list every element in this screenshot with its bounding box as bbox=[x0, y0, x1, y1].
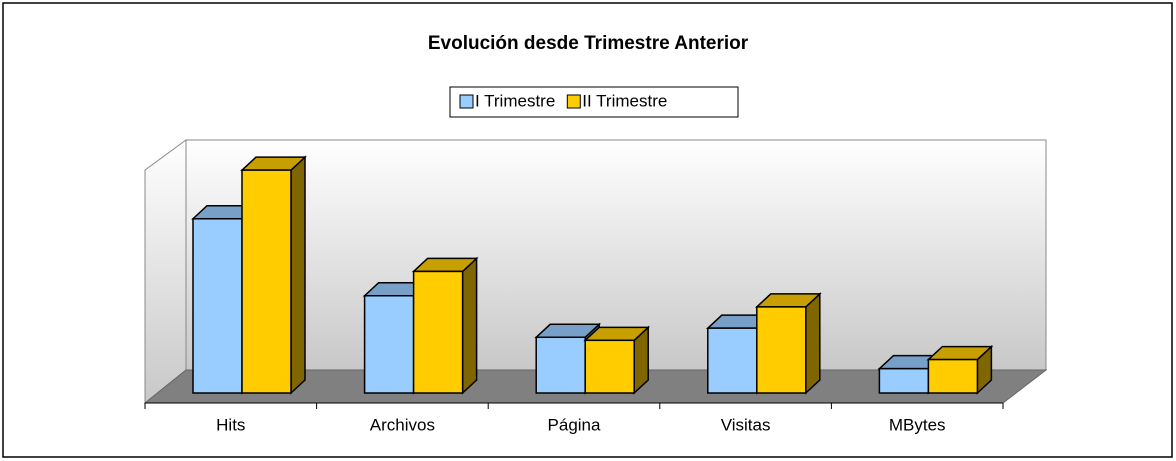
chart-title: Evolución desde Trimestre Anterior bbox=[428, 33, 749, 54]
x-tick-label: MBytes bbox=[889, 415, 946, 434]
bar-front bbox=[878, 367, 930, 394]
bar-front bbox=[192, 218, 243, 394]
bar bbox=[411, 256, 479, 395]
bar-front bbox=[707, 327, 758, 394]
bar-side bbox=[290, 155, 306, 395]
bar-front bbox=[363, 294, 415, 394]
bar-front bbox=[927, 358, 979, 394]
x-tick-label: Archivos bbox=[370, 415, 435, 434]
bar-front bbox=[584, 339, 635, 394]
bar-front bbox=[412, 270, 464, 394]
x-tick-label: Visitas bbox=[721, 415, 771, 434]
legend-swatch bbox=[566, 94, 581, 109]
bar bbox=[754, 292, 822, 395]
legend bbox=[449, 86, 739, 118]
bar-front bbox=[756, 306, 807, 394]
bar bbox=[240, 155, 307, 395]
x-tick-label: Hits bbox=[216, 415, 245, 434]
bar-side bbox=[461, 256, 478, 395]
x-tick-label: Página bbox=[548, 415, 601, 434]
bar bbox=[926, 344, 994, 395]
side-wall bbox=[144, 139, 187, 405]
legend-label: I Trimestre bbox=[475, 91, 555, 110]
legend-swatch bbox=[459, 94, 474, 109]
legend-label: II Trimestre bbox=[582, 91, 667, 110]
bar bbox=[583, 325, 651, 395]
bar-front bbox=[241, 169, 292, 394]
bar-front bbox=[535, 336, 586, 394]
bar-side bbox=[805, 292, 821, 395]
